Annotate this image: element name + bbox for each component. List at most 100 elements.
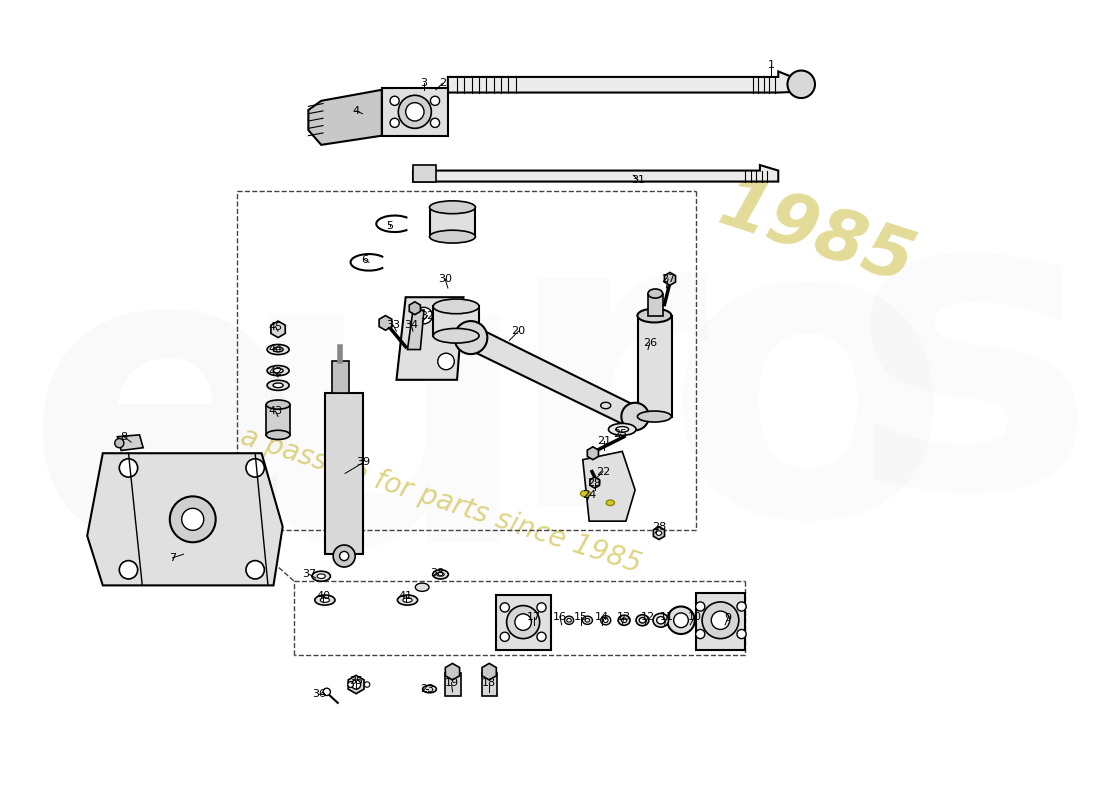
Circle shape — [406, 102, 424, 121]
Text: 39: 39 — [356, 458, 371, 467]
Ellipse shape — [267, 366, 289, 376]
Text: 14: 14 — [595, 611, 609, 622]
Ellipse shape — [637, 309, 671, 322]
Text: 3: 3 — [420, 78, 428, 88]
Polygon shape — [463, 329, 642, 426]
Ellipse shape — [657, 530, 662, 535]
Ellipse shape — [582, 616, 593, 624]
Text: 36: 36 — [312, 689, 327, 698]
Text: 10: 10 — [688, 611, 702, 622]
Polygon shape — [446, 663, 460, 680]
Ellipse shape — [422, 686, 437, 693]
Text: 28: 28 — [652, 522, 667, 532]
Polygon shape — [664, 273, 675, 286]
Ellipse shape — [618, 615, 630, 626]
Circle shape — [169, 496, 216, 542]
Circle shape — [416, 307, 432, 324]
Circle shape — [333, 545, 355, 567]
Ellipse shape — [267, 345, 289, 354]
Ellipse shape — [403, 598, 412, 602]
Text: a passion for parts since 1985: a passion for parts since 1985 — [236, 423, 645, 579]
Text: 15: 15 — [574, 611, 589, 622]
Polygon shape — [446, 674, 461, 695]
Polygon shape — [87, 454, 283, 586]
Ellipse shape — [566, 618, 571, 622]
Circle shape — [695, 630, 705, 638]
Circle shape — [119, 458, 138, 477]
Polygon shape — [583, 451, 635, 521]
Text: 41: 41 — [398, 591, 412, 602]
Ellipse shape — [639, 618, 646, 623]
Polygon shape — [409, 302, 420, 314]
Ellipse shape — [657, 617, 664, 624]
Polygon shape — [590, 477, 600, 488]
Polygon shape — [332, 362, 349, 393]
Ellipse shape — [320, 598, 330, 602]
Circle shape — [454, 321, 487, 354]
Text: 13: 13 — [617, 611, 631, 622]
Text: 38: 38 — [430, 567, 444, 578]
Text: 19: 19 — [444, 678, 459, 688]
Ellipse shape — [616, 426, 629, 432]
Ellipse shape — [437, 573, 444, 576]
Polygon shape — [324, 393, 363, 554]
Circle shape — [500, 603, 509, 612]
Ellipse shape — [636, 614, 649, 626]
Circle shape — [398, 95, 431, 128]
Ellipse shape — [581, 490, 591, 497]
Text: 4: 4 — [352, 106, 360, 116]
Circle shape — [515, 614, 531, 630]
Polygon shape — [448, 71, 801, 93]
Polygon shape — [412, 165, 779, 182]
Ellipse shape — [416, 583, 429, 591]
Ellipse shape — [637, 411, 671, 422]
Circle shape — [500, 632, 509, 642]
Polygon shape — [412, 165, 436, 182]
Text: 31: 31 — [631, 174, 645, 185]
Text: 37: 37 — [302, 570, 317, 579]
Text: 1985: 1985 — [711, 171, 923, 298]
Text: 32: 32 — [420, 310, 434, 321]
Ellipse shape — [397, 595, 418, 605]
Text: 27: 27 — [661, 274, 675, 284]
Ellipse shape — [606, 500, 615, 506]
Polygon shape — [379, 315, 392, 330]
Text: s: s — [849, 170, 1097, 574]
Text: 18: 18 — [482, 678, 496, 688]
Circle shape — [340, 551, 349, 561]
Ellipse shape — [312, 571, 330, 582]
Ellipse shape — [601, 616, 610, 625]
Circle shape — [430, 118, 440, 127]
Ellipse shape — [317, 574, 326, 578]
Polygon shape — [433, 306, 480, 336]
Circle shape — [348, 682, 353, 687]
Circle shape — [507, 606, 540, 638]
Text: 45: 45 — [268, 322, 283, 331]
Text: 17: 17 — [527, 611, 541, 622]
Polygon shape — [118, 435, 143, 450]
Ellipse shape — [564, 616, 573, 624]
Text: 43: 43 — [268, 406, 283, 416]
Ellipse shape — [648, 289, 662, 298]
Ellipse shape — [585, 618, 590, 622]
Circle shape — [702, 602, 739, 638]
Circle shape — [119, 561, 138, 579]
Ellipse shape — [432, 570, 449, 579]
Circle shape — [737, 630, 746, 638]
Ellipse shape — [429, 230, 475, 243]
Ellipse shape — [429, 201, 475, 214]
Circle shape — [246, 458, 264, 477]
Circle shape — [695, 602, 705, 611]
Text: 33: 33 — [386, 320, 399, 330]
Text: u: u — [238, 226, 534, 630]
Text: 16: 16 — [553, 611, 566, 622]
Ellipse shape — [273, 368, 283, 373]
Circle shape — [348, 682, 353, 687]
Text: 44: 44 — [268, 344, 283, 354]
Ellipse shape — [266, 430, 290, 439]
Ellipse shape — [621, 618, 627, 622]
Circle shape — [438, 353, 454, 370]
Text: 9: 9 — [724, 614, 732, 623]
Text: r: r — [503, 189, 708, 593]
Polygon shape — [695, 593, 745, 650]
